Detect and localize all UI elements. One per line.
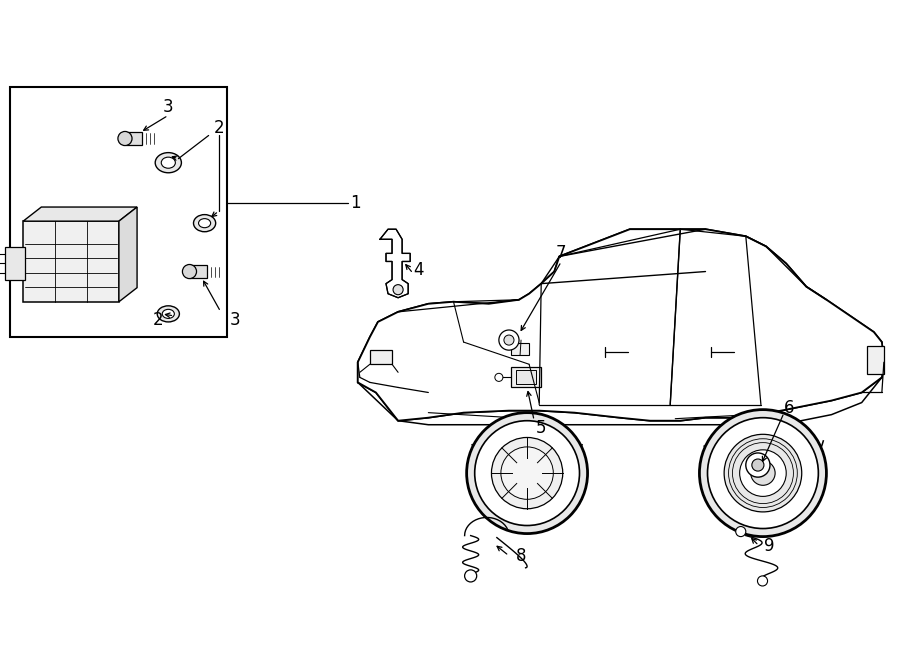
Polygon shape xyxy=(358,229,884,420)
Circle shape xyxy=(491,438,562,509)
Bar xyxy=(94,229,104,239)
Text: 3: 3 xyxy=(163,98,174,116)
Text: 7: 7 xyxy=(556,245,567,262)
Circle shape xyxy=(758,576,768,586)
Bar xyxy=(867,346,884,374)
Circle shape xyxy=(752,459,764,471)
Circle shape xyxy=(495,373,503,381)
Polygon shape xyxy=(380,229,410,297)
Circle shape xyxy=(393,285,403,295)
Bar xyxy=(28,229,39,239)
Ellipse shape xyxy=(162,309,175,319)
Bar xyxy=(5,247,25,280)
Text: 9: 9 xyxy=(764,537,774,555)
Circle shape xyxy=(504,335,514,345)
Circle shape xyxy=(466,412,588,533)
Ellipse shape xyxy=(155,153,182,173)
Bar xyxy=(511,368,541,387)
Circle shape xyxy=(707,418,818,529)
Text: 2: 2 xyxy=(213,120,224,137)
Circle shape xyxy=(735,527,746,537)
Polygon shape xyxy=(23,207,137,221)
Circle shape xyxy=(699,410,826,537)
Text: 1: 1 xyxy=(350,194,361,212)
Ellipse shape xyxy=(161,157,176,169)
Ellipse shape xyxy=(37,211,45,217)
Text: 6: 6 xyxy=(784,399,795,416)
Circle shape xyxy=(746,453,770,477)
Bar xyxy=(511,343,529,355)
Text: 4: 4 xyxy=(413,260,424,278)
Ellipse shape xyxy=(194,215,216,232)
Polygon shape xyxy=(119,207,137,302)
Bar xyxy=(191,266,207,278)
Circle shape xyxy=(724,434,802,512)
Circle shape xyxy=(751,461,775,485)
Circle shape xyxy=(118,132,132,145)
Bar xyxy=(126,132,142,145)
Ellipse shape xyxy=(55,211,63,217)
Bar xyxy=(62,229,73,239)
Circle shape xyxy=(464,570,477,582)
Ellipse shape xyxy=(73,211,81,217)
Circle shape xyxy=(499,330,519,350)
Text: 3: 3 xyxy=(230,311,240,329)
Circle shape xyxy=(740,450,787,496)
Bar xyxy=(370,350,392,364)
Text: 2: 2 xyxy=(153,311,164,329)
Ellipse shape xyxy=(199,219,211,227)
Circle shape xyxy=(501,447,554,499)
Circle shape xyxy=(512,459,542,488)
Bar xyxy=(10,87,227,337)
Ellipse shape xyxy=(91,211,99,217)
Ellipse shape xyxy=(158,306,179,322)
Text: 8: 8 xyxy=(516,547,526,564)
Bar xyxy=(516,370,536,385)
Circle shape xyxy=(474,420,580,525)
Text: 5: 5 xyxy=(536,419,546,437)
Bar xyxy=(23,221,119,302)
Circle shape xyxy=(183,264,196,278)
